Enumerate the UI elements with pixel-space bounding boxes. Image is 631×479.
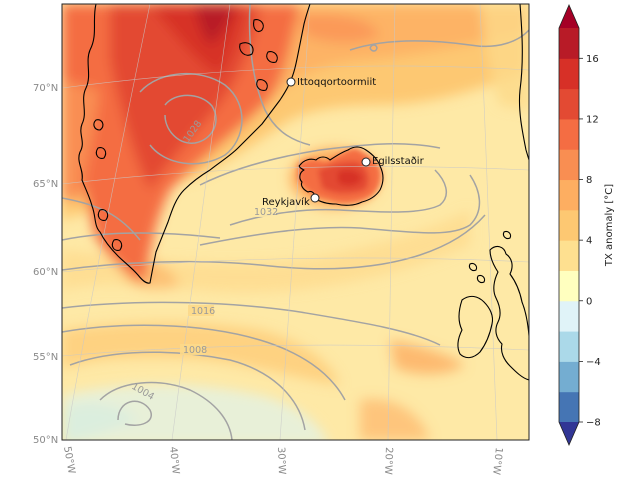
lat-label-60: 60°N xyxy=(33,267,58,278)
colorbar: 16 12 8 4 0 −4 −8 TX anomaly [°C] xyxy=(558,3,615,447)
isobar-1016 xyxy=(62,301,441,346)
colorbar-band xyxy=(559,149,579,181)
latitude-labels: 70°N 65°N 60°N 55°N 50°N xyxy=(33,83,58,446)
lat-label-55: 55°N xyxy=(33,352,58,363)
reykjavik-marker xyxy=(310,193,320,203)
colorbar-band xyxy=(559,209,579,241)
colorbar-band xyxy=(559,118,579,150)
isobar-1004 xyxy=(99,381,233,440)
isobar-small xyxy=(369,44,378,52)
colorbar-band xyxy=(559,28,579,59)
isobar-coast xyxy=(248,4,311,146)
place-labels: Ittoqqortoormiit Egilsstaðir Reykjavík xyxy=(262,77,425,208)
isobar-1000 xyxy=(117,400,153,426)
coastlines xyxy=(78,4,529,381)
map-panel: Ittoqqortoormiit Egilsstaðir Reykjavík 1… xyxy=(62,4,529,440)
colorbar-tick-label: 8 xyxy=(586,175,592,186)
isobar-1008 xyxy=(69,351,306,431)
colorbar-ticks: 16 12 8 4 0 −4 −8 xyxy=(579,54,601,429)
colorbar-tick-label: −4 xyxy=(586,357,601,368)
ittoqqortoormiit-marker xyxy=(286,77,296,87)
reykjavik-label: Reykjavík xyxy=(262,196,310,208)
colorbar-tick-label: −8 xyxy=(586,418,601,429)
lon-label-20w: 20°W xyxy=(382,447,394,475)
isobar-label-1008: 1008 xyxy=(183,345,207,356)
lon-label-40w: 40°W xyxy=(167,446,181,475)
isobar-west xyxy=(62,197,141,241)
isobar-1020 xyxy=(62,214,486,271)
isobars xyxy=(62,4,529,440)
lon-label-10w: 10°W xyxy=(490,447,504,476)
lat-label-65: 65°N xyxy=(33,179,58,190)
colorbar-tick-label: 12 xyxy=(586,114,599,125)
colorbar-band xyxy=(559,300,579,332)
egilsstadir-label: Egilsstaðir xyxy=(372,156,425,167)
graticule xyxy=(62,4,529,440)
isobar-label-1032: 1032 xyxy=(254,207,278,218)
colorbar-band xyxy=(559,361,579,393)
isobar-iceland-north xyxy=(199,143,441,186)
isobar-greenland-high-inner xyxy=(164,94,217,144)
colorbar-bands xyxy=(559,28,579,423)
isobar-north xyxy=(349,29,529,51)
colorbar-band xyxy=(559,331,579,362)
place-markers xyxy=(286,77,371,203)
colorbar-label: TX anomaly [°C] xyxy=(604,184,615,267)
map-frame xyxy=(61,3,530,441)
egilsstadir-marker xyxy=(361,157,371,167)
isobar-1032 xyxy=(229,169,448,226)
lon-label-30w: 30°W xyxy=(275,447,287,475)
colorbar-band xyxy=(559,391,579,423)
isobar-1028 xyxy=(199,174,481,246)
lon-label-50w: 50°W xyxy=(61,446,77,475)
ittoqqortoormiit-label: Ittoqqortoormiit xyxy=(297,77,376,88)
colorbar-min-arrow xyxy=(559,422,579,445)
iceland-anomaly xyxy=(298,148,381,204)
colorbar-band xyxy=(559,240,579,271)
colorbar-band xyxy=(559,88,579,120)
colorbar-band xyxy=(559,58,579,90)
colorbar-max-arrow xyxy=(559,5,579,28)
isobar-label-1016: 1016 xyxy=(191,306,215,317)
longitude-labels: 50°W 40°W 30°W 20°W 10°W xyxy=(61,446,504,476)
isobar-greenland-high xyxy=(139,72,243,165)
isobar-1012 xyxy=(62,324,346,401)
colorbar-band xyxy=(559,270,579,302)
lat-label-70: 70°N xyxy=(33,83,58,94)
colorbar-tick-label: 0 xyxy=(586,296,592,307)
colorbar-tick-label: 4 xyxy=(586,236,592,247)
colorbar-band xyxy=(559,179,579,211)
isobar-1024 xyxy=(62,232,221,241)
colorbar-tick-label: 16 xyxy=(586,54,599,65)
lat-label-50: 50°N xyxy=(33,435,58,446)
